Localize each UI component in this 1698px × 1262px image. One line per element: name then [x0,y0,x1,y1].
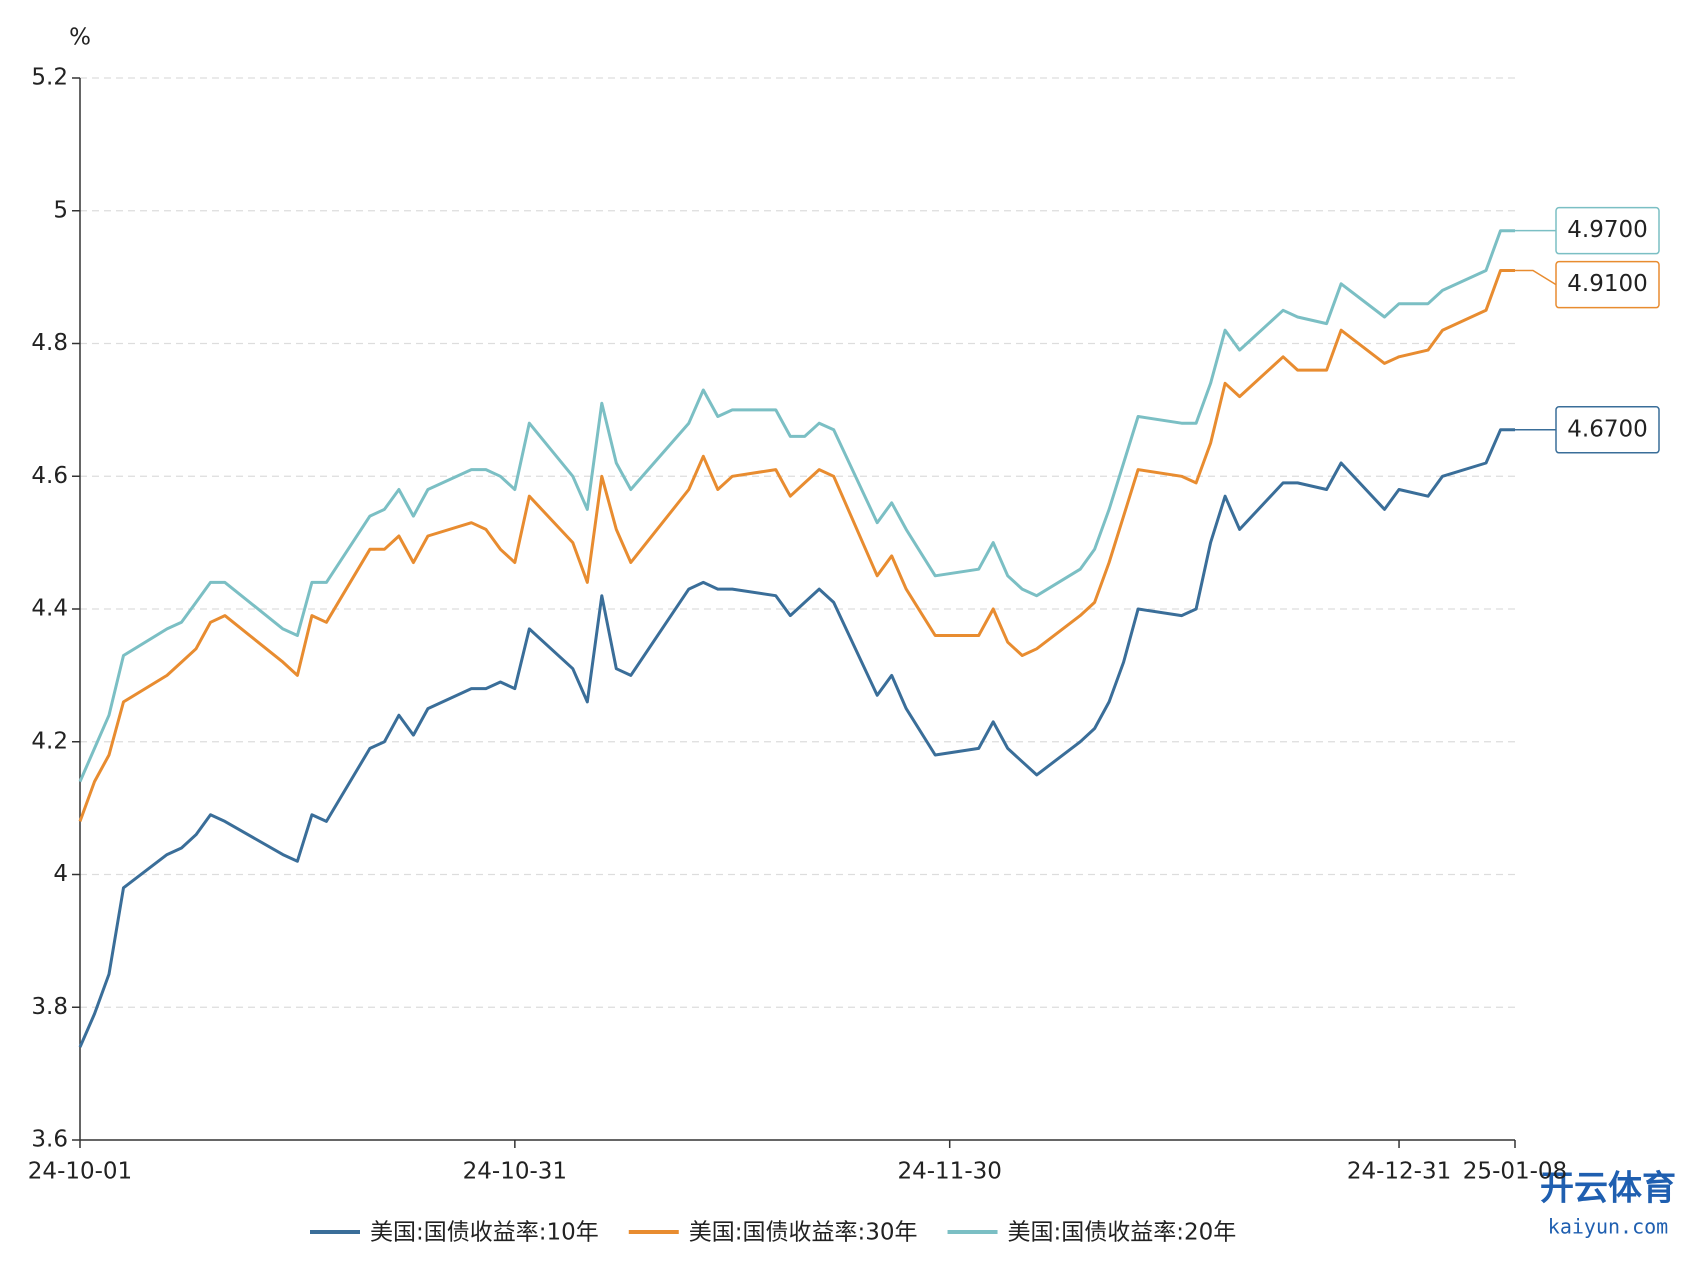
y-tick-label: 3.6 [31,1127,68,1153]
y-unit: % [69,25,91,51]
line-series [78,269,1515,822]
label-box [1555,406,1660,454]
x-tick-label: 24-10-31 [463,1159,567,1185]
watermark-brand: 开云体育 [1540,1169,1676,1209]
line-series [78,428,1515,1048]
x-tick-label: 24-10-01 [28,1159,132,1185]
label-leader [1515,269,1557,286]
x-tick-label: 24-11-30 [897,1159,1001,1185]
y-tick-label: 4.4 [31,596,68,622]
y-tick-label: 4 [53,861,68,887]
data-label: 4.6700 [1567,416,1647,442]
watermark-site: kaiyun.com [1548,1215,1668,1239]
y-tick-label: 4.8 [31,330,68,356]
line-series [78,229,1515,783]
legend-label: 美国:国债收益率:20年 [1008,1220,1237,1246]
legend-label: 美国:国债收益率:30年 [689,1220,918,1246]
data-label: 4.9700 [1567,217,1647,243]
y-tick-label: 3.8 [31,994,68,1020]
label-box [1555,260,1660,309]
legend-label: 美国:国债收益率:10年 [370,1220,599,1246]
x-tick-label: 24-12-31 [1347,1159,1451,1185]
data-label: 4.9100 [1567,271,1647,297]
y-tick-label: 4.6 [31,463,68,489]
y-tick-label: 4.2 [31,728,68,754]
label-box [1555,206,1660,255]
y-tick-label: 5.2 [31,65,68,91]
x-tick-label: 25-01-08 [1463,1159,1567,1185]
y-tick-label: 5 [53,197,68,223]
